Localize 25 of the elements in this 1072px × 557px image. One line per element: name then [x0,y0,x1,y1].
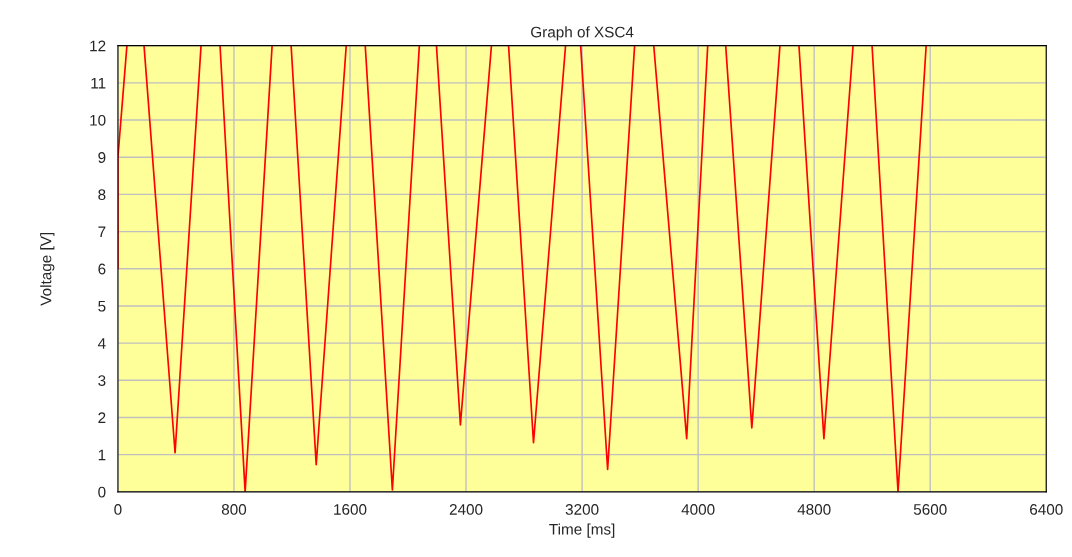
y-tick-label: 6 [98,263,106,275]
x-tick-label: 3200 [565,504,599,515]
x-tick-label: 4800 [797,504,831,515]
y-tick-label: 8 [98,189,106,201]
y-tick-label: 7 [98,226,106,238]
x-tick-label: 0 [114,504,122,515]
x-tick-label: 2400 [449,504,483,515]
y-tick-label: 1 [98,449,106,461]
x-tick-label: 800 [221,504,247,515]
chart-title: Graph of XSC4 [531,26,634,41]
y-tick-label: 4 [97,338,106,349]
x-tick-label: 5600 [913,504,947,515]
y-tick-label: 2 [98,412,106,424]
x-tick-label: 1600 [334,504,367,515]
y-tick-label: 3 [98,375,106,386]
x-axis-title: Time [ms] [549,523,615,538]
y-axis-title: Voltage [V] [40,232,55,306]
y-tick-label: 5 [98,300,106,312]
y-tick-label: 10 [90,114,106,126]
y-tick-label: 12 [90,40,106,52]
y-tick-label: 9 [98,152,106,163]
y-tick-label: 11 [91,77,106,89]
x-tick-label: 4000 [681,504,715,515]
y-tick-label: 0 [98,486,106,498]
x-tick-label: 6400 [1030,504,1063,515]
